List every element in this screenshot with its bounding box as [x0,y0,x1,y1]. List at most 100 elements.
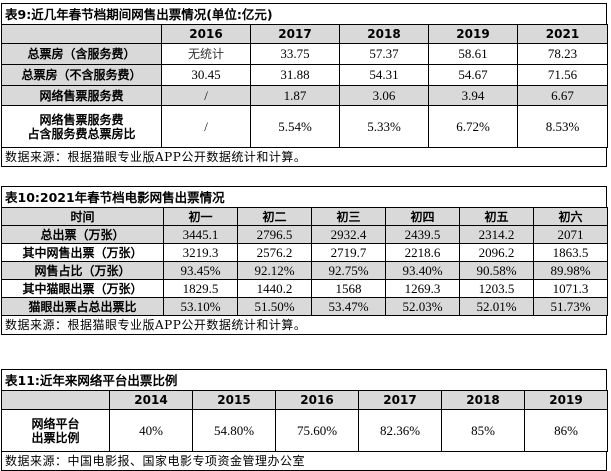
table-11-grid: 2014 2015 2016 2017 2018 2019 网络平台 出票比例 … [1,390,608,452]
table-9-grid: 2016 2017 2018 2019 2021 总票房（含服务费） 无统计 3… [1,24,608,148]
cell: 54.31 [339,64,429,86]
cell: 51.50% [237,297,312,316]
cell: 1.87 [250,85,340,106]
table-row: 总出票（万张） 3445.1 2796.5 2932.4 2439.5 2314… [1,225,608,244]
cell: 1071.3 [533,279,608,298]
row-label-line: 占含服务费总票房比 [27,126,136,141]
row-label-line: 网络售票服务费 [39,112,124,127]
row-label: 网络售票服务费 [1,85,162,106]
day-header: 初六 [533,207,608,226]
cell: 54.80% [192,409,276,452]
year-header: 2016 [161,24,251,44]
table-row: 网售占比（万张） 93.45% 92.12% 92.75% 93.40% 90.… [1,261,608,280]
row-label: 网络平台 出票比例 [1,409,110,452]
row-label: 其中网售出票（万张） [1,243,164,262]
cell: / [161,85,251,106]
table-row: 总票房（不含服务费） 30.45 31.88 54.31 54.67 71.56 [1,64,608,86]
year-header: 2015 [192,390,276,410]
cell: 53.10% [163,297,238,316]
cell: 3.06 [339,85,429,106]
day-header: 初一 [163,207,238,226]
table-9-header-row: 2016 2017 2018 2019 2021 [1,24,608,44]
table-10: 表10:2021年春节档电影网售出票情况 时间 初一 初二 初三 初四 初五 初… [1,186,608,335]
table-row: 网络售票服务费 / 1.87 3.06 3.94 6.67 [1,85,608,106]
cell: 2439.5 [385,225,460,244]
year-header: 2017 [250,24,340,44]
year-header: 2016 [275,390,359,410]
row-label: 网售占比（万张） [1,261,164,280]
table-10-header-row: 时间 初一 初二 初三 初四 初五 初六 [1,207,608,226]
row-label: 网络售票服务费 占含服务费总票房比 [1,105,162,148]
cell: 92.12% [237,261,312,280]
cell: 33.75 [250,43,340,65]
cell: 54.67 [428,64,518,86]
cell: 2719.7 [311,243,386,262]
cell: 2576.2 [237,243,312,262]
year-header: 2014 [109,390,193,410]
year-header: 2018 [339,24,429,44]
cell: 53.47% [311,297,386,316]
row-label: 猫眼出票占总出票比 [1,297,164,316]
cell: 89.98% [533,261,608,280]
cell: 3219.3 [163,243,238,262]
cell: 2796.5 [237,225,312,244]
cell: 2314.2 [459,225,534,244]
year-header: 2018 [441,390,525,410]
table-row: 猫眼出票占总出票比 53.10% 51.50% 53.47% 52.03% 52… [1,297,608,316]
cell: 85% [441,409,525,452]
table-10-grid: 时间 初一 初二 初三 初四 初五 初六 总出票（万张） 3445.1 2796… [1,207,608,316]
time-header: 时间 [1,207,164,226]
day-header: 初五 [459,207,534,226]
cell: 30.45 [161,64,251,86]
table-11-source: 数据来源：中国电影报、国家电影专项资金管理办公室 [1,452,607,471]
table-row: 网络售票服务费 占含服务费总票房比 / 5.54% 5.33% 6.72% 8.… [1,105,608,148]
cell: 86% [524,409,608,452]
cell: 52.01% [459,297,534,316]
table-11: 表11:近年来网络平台出票比例 2014 2015 2016 2017 2018… [1,369,608,471]
cell: 1203.5 [459,279,534,298]
table-10-title: 表10:2021年春节档电影网售出票情况 [1,186,607,207]
year-header: 2017 [358,390,442,410]
cell: 71.56 [517,64,608,86]
table-11-header-row: 2014 2015 2016 2017 2018 2019 [1,390,608,410]
table-9-title: 表9:近几年春节档期间网售出票情况(单位:亿元) [1,3,607,24]
day-header: 初二 [237,207,312,226]
cell: 52.03% [385,297,460,316]
row-label-line: 网络平台 [31,416,80,431]
header-blank [1,390,110,410]
table-row: 总票房（含服务费） 无统计 33.75 57.37 58.61 78.23 [1,43,608,65]
table-11-title: 表11:近年来网络平台出票比例 [1,369,607,390]
table-row: 其中网售出票（万张） 3219.3 2576.2 2719.7 2218.6 2… [1,243,608,262]
row-label: 总出票（万张） [1,225,164,244]
cell: 92.75% [311,261,386,280]
cell: 1269.3 [385,279,460,298]
row-label: 其中猫眼出票（万张） [1,279,164,298]
table-10-source: 数据来源：根据猫眼专业版APP公开数据统计和计算。 [1,316,607,335]
cell: 58.61 [428,43,518,65]
cell: 8.53% [517,105,608,148]
cell: 3445.1 [163,225,238,244]
cell: 93.40% [385,261,460,280]
cell: 5.54% [250,105,340,148]
row-label: 总票房（不含服务费） [1,64,162,86]
day-header: 初四 [385,207,460,226]
table-9: 表9:近几年春节档期间网售出票情况(单位:亿元) 2016 2017 2018 … [1,3,608,167]
table-row: 网络平台 出票比例 40% 54.80% 75.60% 82.36% 85% 8… [1,409,608,452]
day-header: 初三 [311,207,386,226]
year-header: 2019 [524,390,608,410]
row-label-line: 出票比例 [31,430,80,445]
cell: 1863.5 [533,243,608,262]
cell: 78.23 [517,43,608,65]
cell: 57.37 [339,43,429,65]
cell: 90.58% [459,261,534,280]
cell: 1440.2 [237,279,312,298]
cell: 6.67 [517,85,608,106]
cell: 1829.5 [163,279,238,298]
cell: 75.60% [275,409,359,452]
cell: 51.73% [533,297,608,316]
row-label: 总票房（含服务费） [1,43,162,65]
cell: 5.33% [339,105,429,148]
cell: 无统计 [161,43,251,65]
cell: 2071 [533,225,608,244]
cell: 2932.4 [311,225,386,244]
